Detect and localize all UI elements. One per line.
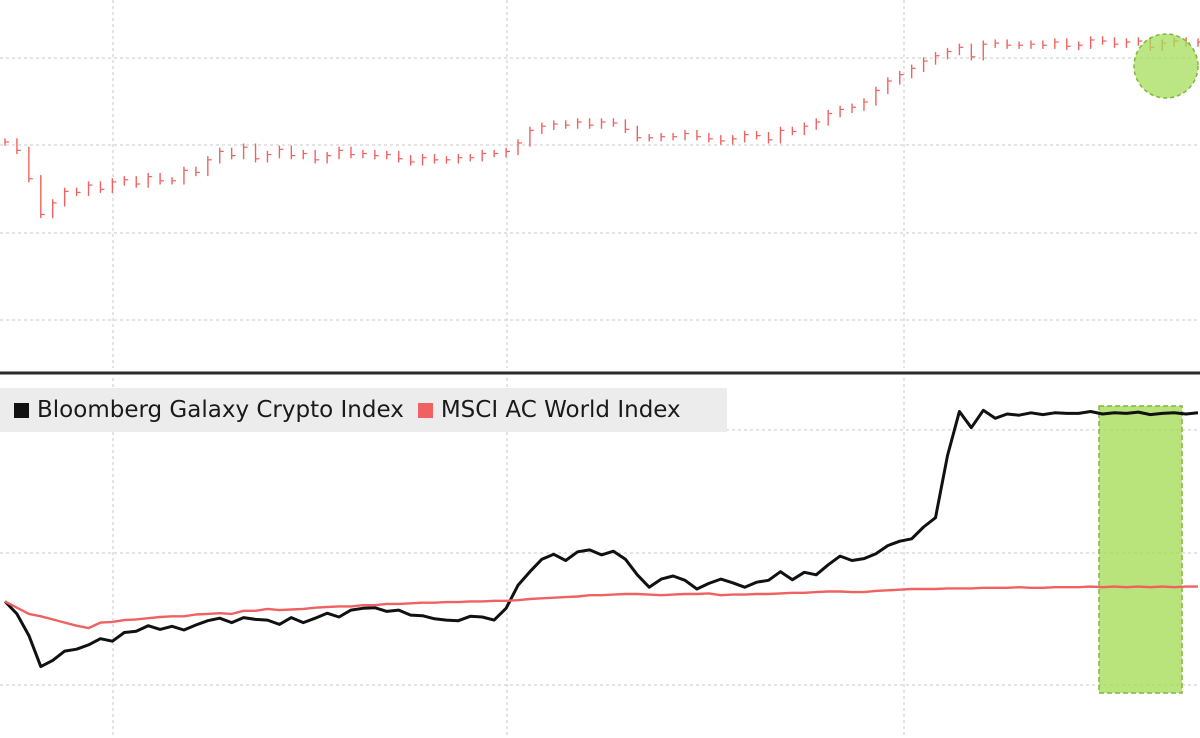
crypto-index-line bbox=[3, 408, 1199, 669]
legend-label-msci: MSCI AC World Index bbox=[440, 397, 681, 423]
bottom-panel-grid bbox=[0, 378, 1200, 738]
bottom-panel-highlight bbox=[1098, 405, 1183, 694]
legend-swatch-msci bbox=[417, 402, 433, 418]
legend-item-crypto[interactable]: Bloomberg Galaxy Crypto Index bbox=[14, 397, 404, 423]
bottom-panel-series bbox=[3, 408, 1199, 669]
legend-swatch-crypto bbox=[14, 402, 29, 418]
top-panel-highlight bbox=[1133, 33, 1199, 99]
top-panel-series bbox=[4, 36, 1200, 219]
top-panel-grid bbox=[0, 0, 1200, 368]
legend-label-crypto: Bloomberg Galaxy Crypto Index bbox=[37, 397, 404, 423]
msci-index-line bbox=[4, 585, 1198, 630]
legend-item-msci[interactable]: MSCI AC World Index bbox=[417, 397, 681, 423]
legend: Bloomberg Galaxy Crypto Index MSCI AC Wo… bbox=[0, 388, 727, 432]
top-highlight-circle bbox=[1133, 33, 1199, 99]
bottom-highlight-rect bbox=[1098, 405, 1183, 694]
